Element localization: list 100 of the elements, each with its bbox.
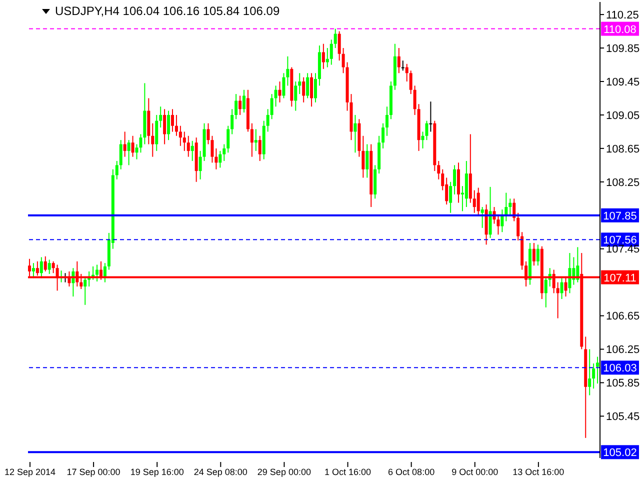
candlestick bbox=[480, 206, 484, 228]
candlestick bbox=[159, 106, 162, 128]
x-tick-label: 29 Sep 00:00 bbox=[257, 467, 311, 477]
candlestick bbox=[178, 125, 182, 146]
x-tick-label: 24 Sep 08:00 bbox=[194, 467, 248, 477]
x-tick-label: 6 Oct 08:00 bbox=[388, 467, 435, 477]
candlestick bbox=[151, 122, 154, 158]
candlestick bbox=[330, 39, 333, 66]
candlestick bbox=[44, 256, 47, 272]
y-tick-label: 109.05 bbox=[606, 110, 640, 122]
ref-line-label: 106.03 bbox=[603, 362, 637, 375]
candlestick bbox=[127, 140, 130, 166]
candlestick bbox=[532, 242, 536, 266]
candlestick bbox=[242, 89, 246, 113]
candlestick bbox=[282, 72, 286, 99]
candlestick bbox=[155, 114, 158, 152]
candlestick bbox=[84, 276, 87, 306]
candlestick bbox=[32, 262, 35, 279]
ref-line-label: 110.08 bbox=[604, 24, 636, 36]
candlestick bbox=[123, 131, 126, 158]
candlestick bbox=[96, 264, 99, 282]
candlestick bbox=[306, 72, 310, 99]
candlestick bbox=[409, 70, 412, 95]
candlestick bbox=[238, 95, 242, 116]
candlestick bbox=[322, 43, 325, 70]
candlestick bbox=[119, 140, 122, 170]
candlestick bbox=[222, 144, 226, 162]
candlestick bbox=[48, 259, 51, 274]
y-tick-label: 105.85 bbox=[606, 378, 640, 390]
candlestick bbox=[274, 85, 278, 108]
candlestick bbox=[171, 108, 174, 132]
candlestick bbox=[382, 122, 385, 149]
candlestick bbox=[40, 256, 43, 279]
candlestick bbox=[294, 80, 298, 112]
candlestick bbox=[401, 60, 404, 72]
candlestick bbox=[258, 135, 262, 162]
candlestick bbox=[326, 48, 329, 68]
candlestick bbox=[504, 192, 508, 222]
candlestick bbox=[278, 80, 282, 103]
ref-line-label: 107.11 bbox=[604, 272, 636, 284]
candlestick bbox=[437, 160, 440, 180]
x-tick-label: 13 Oct 16:00 bbox=[512, 467, 564, 477]
candlestick bbox=[556, 282, 560, 319]
y-tick-label: 108.25 bbox=[606, 176, 640, 189]
candlestick bbox=[397, 48, 400, 74]
candlestick bbox=[596, 356, 600, 384]
candlestick bbox=[476, 187, 480, 216]
y-tick-label: 108.65 bbox=[606, 143, 640, 156]
candlestick bbox=[472, 190, 476, 214]
candlestick bbox=[338, 30, 341, 62]
candlestick bbox=[362, 135, 365, 178]
candlestick bbox=[405, 63, 408, 82]
candlestick bbox=[182, 131, 186, 152]
x-tick-label: 1 Oct 16:00 bbox=[324, 467, 372, 477]
candlestick bbox=[342, 48, 345, 74]
candlestick bbox=[536, 244, 540, 266]
candlestick bbox=[266, 108, 270, 132]
candlestick bbox=[413, 85, 416, 116]
candlestick bbox=[92, 266, 95, 280]
candlestick bbox=[226, 125, 230, 154]
candlestick bbox=[354, 114, 357, 154]
candlestick bbox=[568, 252, 572, 294]
x-tick-label: 9 Oct 00:00 bbox=[452, 467, 498, 477]
candlestick bbox=[186, 135, 190, 158]
candlestick bbox=[174, 114, 178, 136]
candlestick bbox=[310, 72, 314, 108]
candlestick bbox=[445, 177, 448, 205]
candlestick bbox=[254, 128, 258, 152]
candlestick bbox=[334, 28, 337, 49]
ref-line-label: 105.02 bbox=[603, 447, 637, 460]
candlestick bbox=[131, 135, 134, 158]
y-tick-label: 105.45 bbox=[606, 411, 640, 424]
candlestick bbox=[314, 72, 317, 103]
candlestick bbox=[449, 181, 452, 214]
candlestick bbox=[386, 106, 388, 136]
x-tick-label: 12 Sep 2014 bbox=[4, 467, 56, 477]
y-tick-label: 106.65 bbox=[606, 310, 640, 323]
y-tick-label: 110.25 bbox=[606, 9, 639, 22]
candlestick bbox=[115, 160, 118, 180]
chart-title: USDJPY,H4 106.04 106.16 105.84 106.09 bbox=[55, 4, 280, 18]
candlestick bbox=[488, 186, 492, 238]
candlestick bbox=[234, 94, 238, 120]
candlestick bbox=[230, 108, 234, 135]
candlestick bbox=[453, 164, 456, 195]
y-tick-label: 109.85 bbox=[606, 42, 640, 55]
candlestick bbox=[270, 94, 274, 120]
candlestick bbox=[302, 76, 306, 103]
candlestick bbox=[163, 108, 166, 145]
candlestick bbox=[588, 348, 592, 396]
candlestick bbox=[516, 212, 520, 241]
candlestick bbox=[214, 148, 218, 170]
candlestick bbox=[218, 150, 222, 168]
candlestick bbox=[298, 72, 302, 95]
candlestick bbox=[560, 278, 564, 300]
ref-line-label: 107.85 bbox=[603, 210, 637, 222]
x-tick-label: 17 Sep 00:00 bbox=[66, 467, 120, 477]
candlestick bbox=[366, 144, 369, 178]
candlestick bbox=[508, 198, 512, 216]
candlestick bbox=[103, 262, 106, 283]
candlestick bbox=[52, 260, 55, 274]
